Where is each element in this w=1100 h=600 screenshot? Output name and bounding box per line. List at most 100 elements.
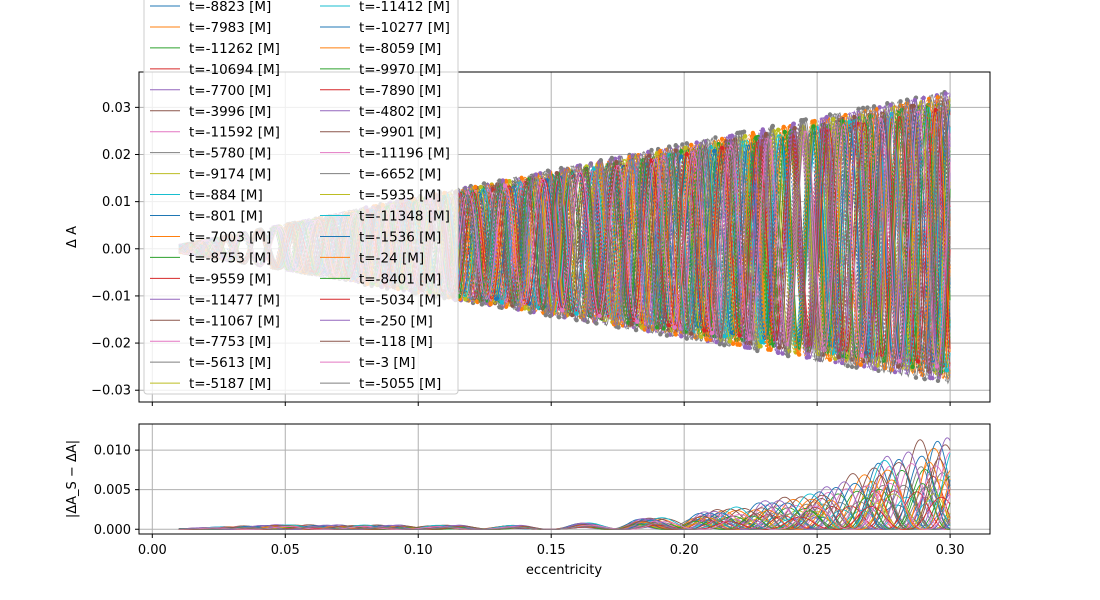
top-extremum-dot xyxy=(803,117,808,122)
top-y-tick-label: 0.03 xyxy=(102,101,131,116)
top-extremum-dot xyxy=(885,101,890,106)
top-extremum-dot xyxy=(635,319,640,324)
legend-label: t=-1536 [M] xyxy=(359,229,441,245)
legend-label: t=-250 [M] xyxy=(359,313,433,329)
top-extremum-dot xyxy=(673,143,678,148)
legend-label: t=-7700 [M] xyxy=(189,83,271,99)
top-extremum-dot xyxy=(658,332,663,337)
legend-label: t=-8401 [M] xyxy=(359,271,441,287)
top-extremum-dot xyxy=(860,105,866,111)
top-extremum-dot xyxy=(647,153,652,158)
top-extremum-dot xyxy=(792,126,797,131)
top-extremum-dot xyxy=(570,312,575,318)
legend-label: t=-7983 [M] xyxy=(189,20,271,36)
top-extremum-dot xyxy=(735,342,740,347)
bottom-y-ticks: 0.000 0.005 0.010 xyxy=(94,444,139,538)
top-extremum-dot xyxy=(479,302,485,307)
top-extremum-dot xyxy=(673,332,678,337)
top-extremum-dot xyxy=(609,155,615,161)
top-extremum-dot xyxy=(556,315,562,320)
top-extremum-dot xyxy=(614,159,619,165)
legend-label: t=-7753 [M] xyxy=(189,334,271,350)
top-extremum-dot xyxy=(689,331,694,336)
x-tick-label: 0.20 xyxy=(670,543,699,558)
bottom-x-ticks: 0.00 0.05 0.10 0.15 0.20 0.25 0.30 xyxy=(138,534,965,558)
top-extremum-dot xyxy=(897,358,902,364)
legend-label: t=-5613 [M] xyxy=(189,355,271,371)
top-extremum-dot xyxy=(547,313,553,319)
legend-label: t=-10694 [M] xyxy=(189,62,280,78)
top-extremum-dot xyxy=(585,319,590,325)
legend-label: t=-4802 [M] xyxy=(359,104,441,120)
top-extremum-dot xyxy=(856,106,861,112)
legend-label: t=-5187 [M] xyxy=(189,376,271,392)
legend-label: t=-8753 [M] xyxy=(189,250,271,266)
top-extremum-dot xyxy=(473,184,478,190)
top-extremum-dot xyxy=(943,91,948,96)
bottom-y-tick-label: 0.000 xyxy=(94,523,131,538)
top-extremum-dot xyxy=(780,351,785,356)
legend: t=-8823 [M] t=-7983 [M] t=-11262 [M] t=-106… xyxy=(143,0,459,395)
legend-label: t=-11592 [M] xyxy=(189,125,280,141)
top-extremum-dot xyxy=(684,336,689,341)
top-extremum-dot xyxy=(554,170,559,176)
top-extremum-dot xyxy=(694,140,699,145)
top-extremum-dot xyxy=(811,124,816,129)
top-extremum-dot xyxy=(649,158,654,163)
top-extremum-dot xyxy=(854,365,859,370)
bottom-y-tick-label: 0.005 xyxy=(94,483,131,498)
top-extremum-dot xyxy=(594,321,599,326)
top-extremum-dot xyxy=(781,124,786,130)
top-extremum-dot xyxy=(646,328,651,334)
top-extremum-dot xyxy=(898,99,903,104)
top-y-axis-label: Δ A xyxy=(65,226,80,248)
top-extremum-dot xyxy=(912,97,918,103)
legend-label: t=-5034 [M] xyxy=(359,292,441,308)
top-extremum-dot xyxy=(771,342,777,348)
legend-label: t=-24 [M] xyxy=(359,250,424,266)
top-extremum-dot xyxy=(558,165,564,171)
top-extremum-dot xyxy=(560,308,565,313)
x-tick-label: 0.05 xyxy=(271,543,300,558)
x-axis-label: eccentricity xyxy=(526,563,602,578)
top-extremum-dot xyxy=(493,296,499,302)
top-extremum-dot xyxy=(702,328,707,333)
top-extremum-dot xyxy=(684,141,689,146)
top-extremum-dot xyxy=(574,317,579,323)
top-extremum-dot xyxy=(499,300,504,305)
top-extremum-dot xyxy=(944,368,949,373)
top-extremum-dot xyxy=(730,341,736,347)
top-extremum-dot xyxy=(683,145,688,150)
top-extremum-dot xyxy=(597,313,602,319)
legend-label: t=-9901 [M] xyxy=(359,125,441,141)
top-extremum-dot xyxy=(839,360,845,366)
top-extremum-dot xyxy=(934,364,940,369)
top-extremum-dot xyxy=(921,95,926,101)
top-extremum-dot xyxy=(858,362,864,367)
legend-label: t=-5055 [M] xyxy=(359,376,441,392)
top-extremum-dot xyxy=(836,354,842,360)
legend-label: t=-118 [M] xyxy=(359,334,433,350)
bottom-y-tick-label: 0.010 xyxy=(94,444,131,459)
top-extremum-dot xyxy=(849,364,855,370)
top-x-ticks xyxy=(151,402,951,406)
top-extremum-dot xyxy=(852,114,857,120)
top-extremum-dot xyxy=(888,102,893,108)
top-extremum-dot xyxy=(785,353,791,359)
top-extremum-dot xyxy=(488,301,493,307)
top-extremum-dot xyxy=(497,178,502,183)
top-extremum-dot xyxy=(698,334,704,340)
top-extremum-dot xyxy=(719,145,725,151)
top-extremum-dot xyxy=(497,305,502,310)
top-extremum-dot xyxy=(649,147,654,153)
top-extremum-dot xyxy=(872,366,878,371)
top-extremum-dot xyxy=(735,130,740,136)
top-extremum-dot xyxy=(680,142,685,147)
top-extremum-dot xyxy=(845,363,850,369)
legend-label: t=-8059 [M] xyxy=(359,41,441,57)
legend-label: t=-801 [M] xyxy=(189,209,263,225)
top-extremum-dot xyxy=(913,375,919,380)
top-extremum-dot xyxy=(859,353,865,358)
top-y-tick-label: −0.02 xyxy=(91,337,131,352)
top-extremum-dot xyxy=(831,117,836,122)
